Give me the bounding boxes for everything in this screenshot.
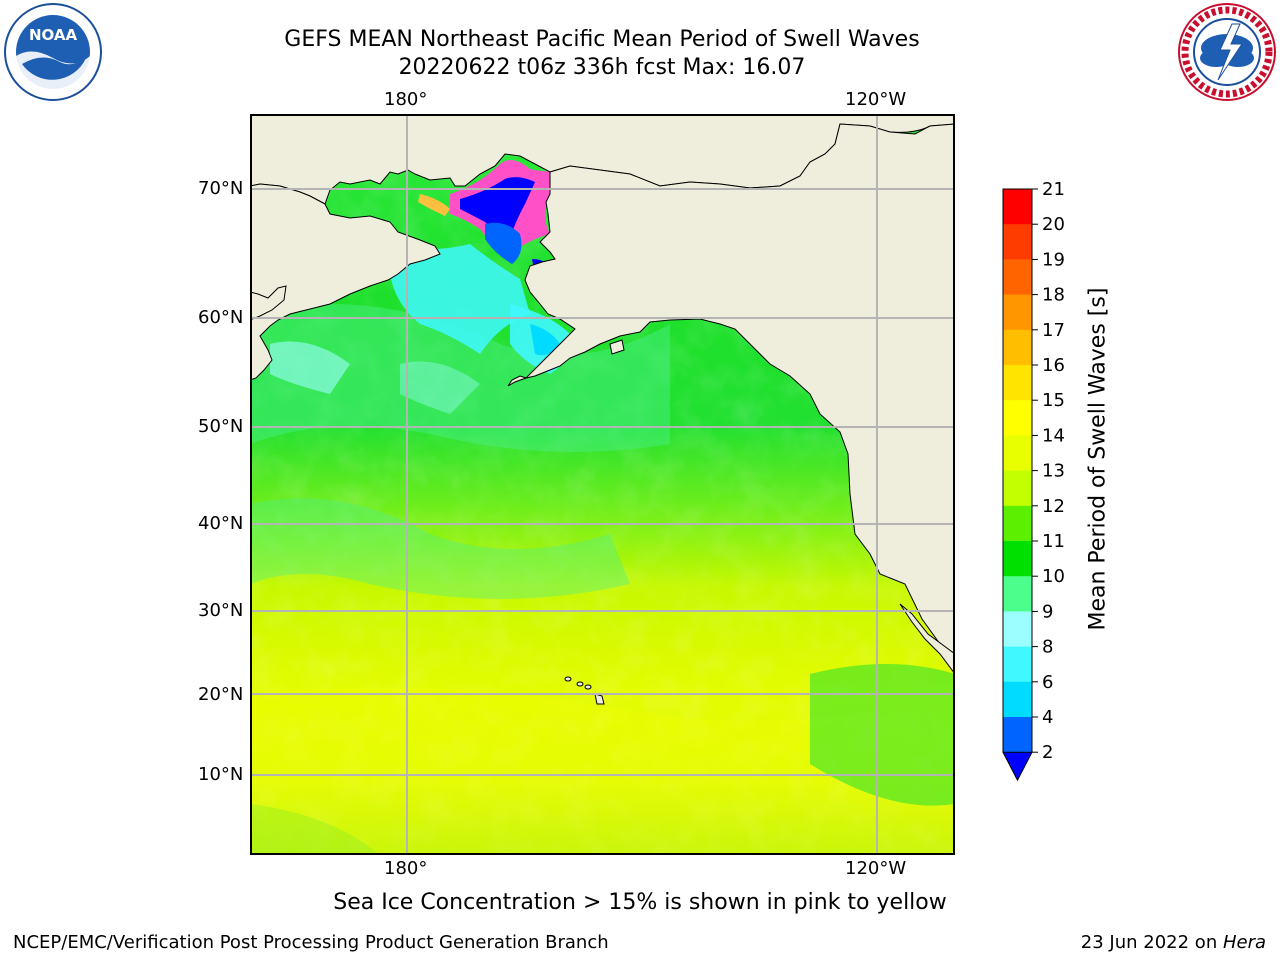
graticule bbox=[250, 114, 955, 855]
credit-text: NCEP/EMC/Verification Post Processing Pr… bbox=[13, 932, 609, 953]
nws-logo-icon bbox=[1178, 3, 1276, 101]
colorbar-tick-label: 11 bbox=[1042, 531, 1065, 552]
colorbar-tick-label: 20 bbox=[1042, 214, 1065, 235]
colorbar-tick-label: 17 bbox=[1042, 320, 1065, 341]
colorbar-swatch bbox=[1003, 717, 1032, 753]
colorbar-label: Mean Period of Swell Waves [s] bbox=[1085, 287, 1111, 631]
colorbar-tick-label: 18 bbox=[1042, 285, 1065, 306]
colorbar-tick-label: 15 bbox=[1042, 390, 1065, 411]
colorbar-swatch bbox=[1003, 541, 1032, 577]
lat-label-70n: 70°N bbox=[198, 178, 244, 199]
colorbar-swatch bbox=[1003, 505, 1032, 542]
lat-label-60n: 60°N bbox=[198, 307, 244, 328]
lon-label-top-120w: 120°W bbox=[845, 89, 907, 110]
colorbar-swatch bbox=[1003, 470, 1032, 507]
colorbar-tick-label: 6 bbox=[1042, 672, 1053, 693]
colorbar-swatch bbox=[1003, 259, 1032, 296]
chart-subtitle: 20220622 t06z 336h fcst Max: 16.07 bbox=[398, 55, 806, 80]
lon-label-bottom-180: 180° bbox=[384, 858, 428, 879]
colorbar-under-arrow bbox=[1002, 751, 1033, 782]
colorbar-tick-label: 16 bbox=[1042, 355, 1065, 376]
colorbar-tick-label: 13 bbox=[1042, 461, 1065, 482]
host-name: Hera bbox=[1222, 932, 1266, 953]
colorbar-swatch bbox=[1003, 224, 1032, 260]
colorbar-swatch bbox=[1003, 611, 1032, 648]
lat-label-40n: 40°N bbox=[198, 513, 244, 534]
colorbar-swatch bbox=[1003, 294, 1032, 331]
colorbar-tick-label: 10 bbox=[1042, 566, 1065, 587]
colorbar-swatch bbox=[1003, 435, 1032, 472]
noaa-logo-icon: NOAA bbox=[4, 3, 102, 101]
date-stamp: 23 Jun 2022 on Hera bbox=[1081, 932, 1266, 953]
colorbar-swatch bbox=[1003, 400, 1032, 436]
date-text: 23 Jun 2022 on bbox=[1080, 932, 1223, 953]
colorbar-tick-label: 4 bbox=[1042, 707, 1053, 728]
ice-caption: Sea Ice Concentration > 15% is shown in … bbox=[333, 890, 947, 915]
colorbar-swatch bbox=[1003, 681, 1032, 718]
colorbar-swatch bbox=[1003, 576, 1032, 612]
lat-label-10n: 10°N bbox=[198, 764, 244, 785]
colorbar-tick-label: 21 bbox=[1042, 180, 1065, 200]
colorbar-tick-label: 2 bbox=[1042, 742, 1053, 763]
colorbar-tick-label: 9 bbox=[1042, 601, 1053, 622]
map-frame bbox=[250, 114, 955, 855]
map-panel bbox=[250, 114, 955, 855]
colorbar: 2 4 6 8 9 10 11 12 13 14 15 16 17 18 19 20 21 bbox=[1002, 180, 1065, 782]
colorbar-swatch bbox=[1003, 365, 1032, 401]
lon-label-top-180: 180° bbox=[384, 89, 428, 110]
lat-label-20n: 20°N bbox=[198, 684, 244, 705]
lat-label-30n: 30°N bbox=[198, 600, 244, 621]
colorbar-swatch bbox=[1003, 646, 1032, 683]
colorbar-swatch bbox=[1003, 329, 1032, 366]
colorbar-tick-label: 12 bbox=[1042, 496, 1065, 517]
colorbar-tick-label: 19 bbox=[1042, 249, 1065, 270]
chart-title: GEFS MEAN Northeast Pacific Mean Period … bbox=[284, 27, 920, 52]
colorbar-swatch bbox=[1003, 189, 1032, 225]
lon-label-bottom-120w: 120°W bbox=[845, 858, 907, 879]
colorbar-tick-label: 8 bbox=[1042, 637, 1053, 658]
colorbar-tick-label: 14 bbox=[1042, 425, 1065, 446]
lat-label-50n: 50°N bbox=[198, 416, 244, 437]
noaa-logo-text: NOAA bbox=[29, 26, 78, 44]
